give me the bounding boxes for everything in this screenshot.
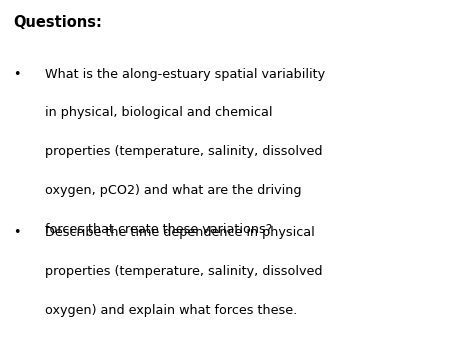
Text: oxygen, pCO2) and what are the driving: oxygen, pCO2) and what are the driving: [45, 184, 302, 197]
Text: •: •: [14, 68, 21, 80]
Text: in physical, biological and chemical: in physical, biological and chemical: [45, 106, 273, 119]
Text: Questions:: Questions:: [14, 15, 103, 30]
Text: What is the along-estuary spatial variability: What is the along-estuary spatial variab…: [45, 68, 325, 80]
Text: properties (temperature, salinity, dissolved: properties (temperature, salinity, disso…: [45, 265, 323, 278]
Text: •: •: [14, 226, 21, 239]
Text: oxygen) and explain what forces these.: oxygen) and explain what forces these.: [45, 304, 297, 317]
Text: Describe the time dependence in physical: Describe the time dependence in physical: [45, 226, 315, 239]
Text: properties (temperature, salinity, dissolved: properties (temperature, salinity, disso…: [45, 145, 323, 158]
Text: forces that create these variations?: forces that create these variations?: [45, 223, 272, 236]
